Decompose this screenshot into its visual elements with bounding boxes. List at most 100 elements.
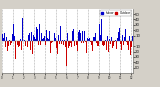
Bar <box>9 40 10 41</box>
Bar <box>60 26 61 41</box>
Bar <box>106 41 107 50</box>
Bar <box>41 33 42 41</box>
Bar <box>38 41 39 45</box>
Bar <box>113 41 114 46</box>
Bar <box>107 36 108 41</box>
Bar <box>79 30 80 41</box>
Bar <box>44 36 45 41</box>
Bar <box>119 28 120 41</box>
Bar <box>45 31 46 41</box>
Bar <box>27 41 28 47</box>
Bar <box>5 41 6 47</box>
Bar <box>115 40 116 41</box>
Bar <box>69 41 70 46</box>
Bar <box>29 33 30 41</box>
Bar <box>7 41 8 51</box>
Bar <box>88 41 89 42</box>
Bar <box>111 34 112 41</box>
Bar <box>36 36 37 41</box>
Bar <box>25 41 26 46</box>
Bar <box>62 40 63 41</box>
Bar <box>43 38 44 41</box>
Bar <box>8 41 9 46</box>
Bar <box>6 37 7 41</box>
Bar <box>132 36 133 41</box>
Bar <box>87 41 88 44</box>
Bar <box>18 41 19 47</box>
Bar <box>85 41 86 42</box>
Bar <box>19 41 20 46</box>
Bar <box>103 41 104 46</box>
Bar <box>98 41 99 46</box>
Bar <box>13 24 14 41</box>
Bar <box>63 41 64 45</box>
Bar <box>116 41 117 49</box>
Bar <box>14 36 15 41</box>
Bar <box>90 41 91 42</box>
Bar <box>124 37 125 41</box>
Legend: Indoor, Outdoor: Indoor, Outdoor <box>100 10 131 16</box>
Bar <box>3 38 4 41</box>
Bar <box>70 41 71 43</box>
Bar <box>65 41 66 47</box>
Bar <box>123 41 124 45</box>
Bar <box>32 41 33 54</box>
Bar <box>127 41 128 45</box>
Bar <box>126 41 127 42</box>
Bar <box>54 33 55 41</box>
Bar <box>39 24 40 41</box>
Bar <box>83 41 84 43</box>
Bar <box>61 41 62 44</box>
Bar <box>33 35 34 41</box>
Bar <box>30 41 31 50</box>
Bar <box>35 41 36 44</box>
Bar <box>31 32 32 41</box>
Bar <box>4 33 5 41</box>
Bar <box>117 38 118 41</box>
Bar <box>73 29 74 41</box>
Bar <box>109 39 110 41</box>
Bar <box>10 41 11 45</box>
Bar <box>24 40 25 41</box>
Bar <box>91 41 92 45</box>
Bar <box>68 41 69 48</box>
Bar <box>84 31 85 41</box>
Bar <box>108 41 109 52</box>
Bar <box>78 41 79 47</box>
Bar <box>64 41 65 43</box>
Bar <box>129 36 130 41</box>
Bar <box>71 41 72 47</box>
Bar <box>58 35 59 41</box>
Bar <box>131 41 132 47</box>
Bar <box>114 41 115 42</box>
Bar <box>66 41 67 66</box>
Bar <box>56 41 57 48</box>
Bar <box>20 39 21 41</box>
Bar <box>67 33 68 41</box>
Bar <box>121 32 122 41</box>
Bar <box>81 41 82 43</box>
Bar <box>93 37 94 41</box>
Bar <box>99 24 100 41</box>
Bar <box>118 32 119 41</box>
Bar <box>72 31 73 41</box>
Bar <box>100 35 101 41</box>
Bar <box>80 33 81 41</box>
Bar <box>40 41 41 45</box>
Bar <box>97 41 98 46</box>
Bar <box>42 39 43 41</box>
Bar <box>125 29 126 41</box>
Bar <box>46 30 47 41</box>
Bar <box>22 18 23 41</box>
Bar <box>51 41 52 43</box>
Bar <box>86 41 87 53</box>
Bar <box>49 31 50 41</box>
Bar <box>128 41 129 50</box>
Bar <box>28 35 29 41</box>
Bar <box>17 41 18 45</box>
Bar <box>105 40 106 41</box>
Bar <box>50 41 51 53</box>
Bar <box>34 37 35 41</box>
Bar <box>21 41 22 50</box>
Bar <box>55 38 56 41</box>
